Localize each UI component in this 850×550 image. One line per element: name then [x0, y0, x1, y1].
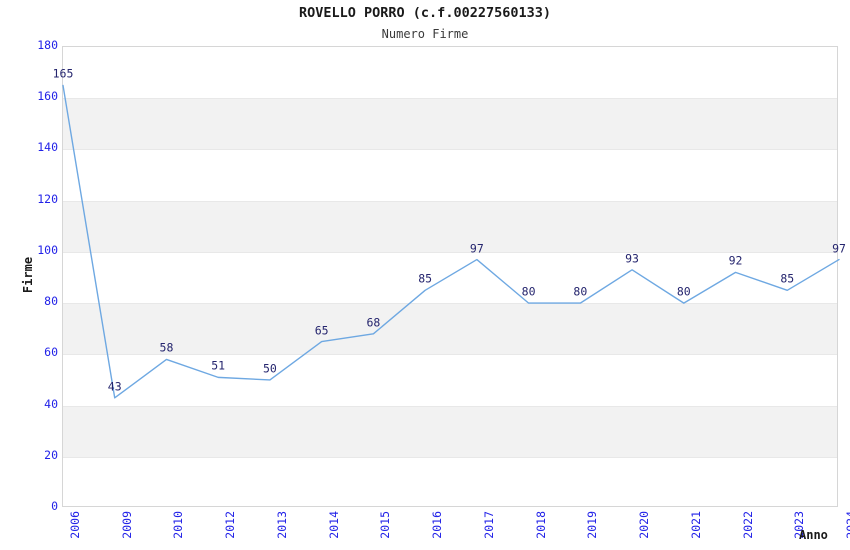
y-tick-label: 20 [44, 447, 58, 462]
data-point-label: 50 [262, 361, 277, 376]
background-band [63, 98, 837, 150]
data-point-label: 92 [728, 253, 743, 268]
x-tick-label: 2016 [430, 511, 445, 539]
y-tick-label: 40 [44, 396, 58, 411]
x-tick-label: 2020 [637, 511, 652, 539]
data-point-label: 85 [418, 271, 433, 286]
y-tick-label: 160 [37, 89, 58, 104]
data-point-label: 80 [676, 284, 691, 299]
gridline [63, 303, 837, 304]
plot-area: 165 43 58 51 50 65 68 85 97 80 80 93 80 92 85 97 [53, 46, 846, 507]
y-tick-label: 100 [37, 242, 58, 257]
x-axis-title: Anno [799, 528, 828, 542]
y-tick-label: 140 [37, 140, 58, 155]
data-point-label: 97 [469, 241, 484, 256]
series-polyline [62, 84, 840, 399]
gridline [63, 354, 837, 355]
x-tick-label: 2014 [326, 511, 341, 539]
data-point-label: 93 [625, 251, 639, 266]
y-tick-label: 0 [51, 499, 58, 513]
x-tick-label: 2018 [533, 511, 548, 539]
gridline [63, 201, 837, 202]
data-point-label: 80 [573, 284, 588, 299]
x-tick-label: 2024 [844, 511, 850, 539]
x-tick-label: 2010 [171, 511, 186, 539]
y-tick-label: 120 [37, 191, 58, 206]
data-point-label: 65 [314, 323, 329, 338]
y-tick-label: 80 [44, 294, 58, 309]
gridline [63, 149, 837, 150]
x-tick-label: 2015 [378, 511, 393, 539]
data-point-label: 58 [159, 340, 174, 355]
background-band [63, 405, 837, 457]
background-band [63, 303, 837, 355]
x-tick-label: 2019 [585, 511, 600, 539]
gridline [63, 457, 837, 458]
chart-title: ROVELLO PORRO (c.f.00227560133) [299, 5, 551, 21]
data-point-label: 80 [521, 284, 536, 299]
data-point-label: 97 [832, 241, 846, 256]
data-point-label: 51 [211, 358, 226, 373]
y-axis-ticks: 0 20 40 60 80 100 120 140 160 180 [0, 39, 58, 511]
data-point-label: 68 [366, 315, 381, 330]
x-tick-label: 2012 [223, 511, 238, 539]
y-tick-label: 180 [37, 38, 58, 52]
data-point-label: 43 [107, 379, 122, 394]
series-line [62, 84, 840, 399]
chart-subtitle: Numero Firme [381, 27, 469, 41]
gridline [63, 98, 837, 99]
gridline [63, 252, 837, 253]
x-tick-label: 2009 [119, 511, 134, 539]
x-tick-label: 2021 [688, 511, 703, 539]
x-tick-label: 2017 [481, 511, 496, 539]
data-point-label: 165 [52, 66, 74, 81]
x-tick-label: 2006 [68, 511, 82, 539]
x-tick-label: 2022 [740, 511, 755, 539]
background-band [63, 200, 837, 252]
gridline [63, 406, 837, 407]
x-tick-label: 2013 [274, 511, 289, 539]
y-tick-label: 60 [44, 345, 58, 360]
data-point-label: 85 [780, 271, 795, 286]
x-axis-ticks: 2006 2009 2010 2012 2013 2014 2015 2016 2017 2018… [62, 509, 850, 550]
